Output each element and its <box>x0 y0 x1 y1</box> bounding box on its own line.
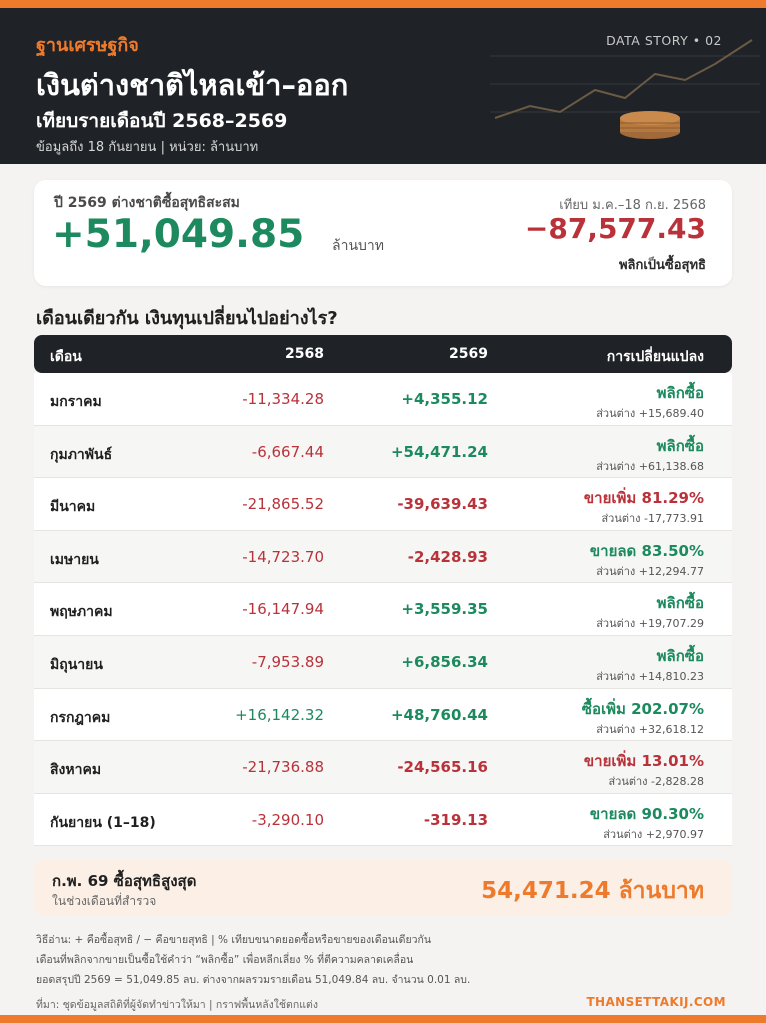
monthly-table: เดือน 2568 2569 การเปลี่ยนแปลง มกราคม -11… <box>34 335 732 847</box>
table-row: กุมภาพันธ์ -6,667.44 +54,471.24 พลิกซื้อส่ว… <box>34 425 732 479</box>
header-change: การเปลี่ยนแปลง <box>606 349 704 365</box>
compare-value: −87,577.43 <box>524 212 706 245</box>
table-row: กรกฎาคม +16,142.32 +48,760.44 ซื้อเพิ่ม 202… <box>34 688 732 742</box>
row-month: มิถุนายน <box>50 656 103 673</box>
row-month: เมษายน <box>50 551 99 568</box>
row-value-2569: -2,428.93 <box>407 547 488 566</box>
reading-notes: วิธีอ่าน: + คือซื้อสุทธิ / − คือขายสุทธิ… <box>36 930 470 990</box>
row-value-2568: -21,736.88 <box>242 758 324 777</box>
row-value-2568: -21,865.52 <box>242 495 324 514</box>
row-value-2569: +6,856.34 <box>401 652 488 671</box>
row-change: ขายลด 83.50% <box>589 541 704 560</box>
section-title: เดือนเดียวกัน เงินทุนเปลี่ยนไปอย่างไร? <box>36 308 338 329</box>
row-value-2569: +3,559.35 <box>401 600 488 619</box>
row-value-2569: -319.13 <box>423 810 488 829</box>
row-change: พลิกซื้อ <box>656 594 704 613</box>
bottom-accent-bar <box>0 1015 766 1023</box>
source-note: ที่มา: ชุดข้อมูลสถิติที่ผู้จัดทำข่าวให้ม… <box>36 999 318 1011</box>
compare-note: พลิกเป็นซื้อสุทธิ <box>618 258 706 273</box>
row-month: มีนาคม <box>50 499 96 516</box>
row-difference: ส่วนต่าง +14,810.23 <box>596 669 704 683</box>
row-difference: ส่วนต่าง +12,294.77 <box>596 564 704 578</box>
compare-label: เทียบ ม.ค.–18 ก.ย. 2568 <box>559 198 706 213</box>
decorative-chart-coins-icon <box>490 39 760 139</box>
page-subtitle: เทียบรายเดือนปี 2568–2569 <box>36 110 288 132</box>
row-difference: ส่วนต่าง +19,707.29 <box>596 617 704 631</box>
row-month: กรกฎาคม <box>50 709 111 726</box>
row-difference: ส่วนต่าง +15,689.40 <box>596 407 704 420</box>
row-change: ซื้อเพิ่ม 202.07% <box>581 699 704 718</box>
table-row: มกราคม -11,334.28 +4,355.12 พลิกซื้อส่วนต่า… <box>34 373 732 426</box>
highlight-title: ก.พ. 69 ซื้อสุทธิสูงสุด <box>52 872 197 890</box>
table-row: มีนาคม -21,865.52 -39,639.43 ขายเพิ่ม 81.29… <box>34 478 732 531</box>
table-row: สิงหาคม -21,736.88 -24,565.16 ขายเพิ่ม 13.0… <box>34 741 732 794</box>
row-value-2568: -16,147.94 <box>242 600 324 619</box>
table-body: มกราคม -11,334.28 +4,355.12 พลิกซื้อ ส่วนต่า… <box>34 373 732 847</box>
site-link[interactable]: THANSETTAKIJ.COM <box>586 995 726 1009</box>
highlight-card: ก.พ. 69 ซื้อสุทธิสูงสุด ในช่วงเดือนที่สำ… <box>34 860 732 916</box>
highlight-subtitle: ในช่วงเดือนที่สำรวจ <box>52 894 157 908</box>
row-change: ขายเพิ่ม 81.29% <box>583 489 704 508</box>
row-difference: ส่วนต่าง -17,773.91 <box>601 512 704 526</box>
row-month: พฤษภาคม <box>50 604 113 621</box>
row-value-2569: -39,639.43 <box>397 495 488 514</box>
row-value-2568: -7,953.89 <box>251 652 324 671</box>
row-month: กุมภาพันธ์ <box>50 446 113 463</box>
row-month: กันยายน (1–18) <box>50 814 156 831</box>
table-header: เดือน 2568 2569 การเปลี่ยนแปลง <box>34 335 732 373</box>
row-value-2568: -11,334.28 <box>242 390 324 408</box>
table-row: เมษายน -14,723.70 -2,428.93 ขายลด 83.50% ส่ว… <box>34 530 732 584</box>
row-month: มกราคม <box>50 394 102 410</box>
row-value-2569: +4,355.12 <box>401 390 488 408</box>
note-line: เดือนที่พลิกจากขายเป็นซื้อใช้คำว่า “พลิก… <box>36 954 414 966</box>
header-month: เดือน <box>50 349 82 365</box>
table-row: กันยายน (1–18) -3,290.10 -319.13 ขายลด 90.3… <box>34 793 732 847</box>
row-change: พลิกซื้อ <box>656 384 704 402</box>
summary-unit: ล้านบาท <box>332 238 384 254</box>
brand-logo-text[interactable]: ฐานเศรษฐกิจ <box>36 35 139 56</box>
summary-value: +51,049.85 <box>52 212 305 257</box>
row-month: สิงหาคม <box>50 762 102 779</box>
row-change: พลิกซื้อ <box>656 436 704 455</box>
row-value-2568: -3,290.10 <box>251 810 324 829</box>
top-accent-bar <box>0 0 766 8</box>
row-value-2569: -24,565.16 <box>397 758 488 777</box>
row-change: ขายเพิ่ม 13.01% <box>583 752 704 771</box>
note-line: ยอดสรุปปี 2569 = 51,049.85 ลบ. ต่างจากผล… <box>36 974 471 986</box>
header-2569: 2569 <box>449 346 488 362</box>
summary-card: ปี 2569 ต่างชาติซื้อสุทธิสะสม +51,049.85… <box>34 180 732 286</box>
data-as-of: ข้อมูลถึง 18 กันยายน | หน่วย: ล้านบาท <box>36 140 259 155</box>
row-value-2568: -14,723.70 <box>242 547 324 566</box>
summary-label: ปี 2569 ต่างชาติซื้อสุทธิสะสม <box>54 195 240 211</box>
header-2568: 2568 <box>285 346 324 362</box>
row-difference: ส่วนต่าง -2,828.28 <box>608 775 704 789</box>
header: ฐานเศรษฐกิจ DATA STORY • 02 เงินต่างชาติ… <box>0 8 766 164</box>
table-row: พฤษภาคม -16,147.94 +3,559.35 พลิกซื้อส่วนต่… <box>34 583 732 636</box>
row-difference: ส่วนต่าง +2,970.97 <box>603 827 704 841</box>
highlight-value: 54,471.24 ล้านบาท <box>481 878 704 904</box>
table-row: มิถุนายน -7,953.89 +6,856.34 พลิกซื้อส่วนต่… <box>34 635 732 689</box>
row-change: ขายลด 90.30% <box>589 804 704 823</box>
note-line: วิธีอ่าน: + คือซื้อสุทธิ / − คือขายสุทธิ… <box>36 934 432 946</box>
row-difference: ส่วนต่าง +32,618.12 <box>596 722 704 736</box>
row-value-2569: +48,760.44 <box>390 705 488 724</box>
row-difference: ส่วนต่าง +61,138.68 <box>596 459 704 473</box>
row-value-2569: +54,471.24 <box>390 442 488 461</box>
row-value-2568: -6,667.44 <box>251 442 324 461</box>
row-value-2568: +16,142.32 <box>235 705 324 724</box>
page-title: เงินต่างชาติไหลเข้า–ออก <box>36 68 349 102</box>
story-tag: DATA STORY • 02 <box>606 33 722 48</box>
row-change: พลิกซื้อ <box>656 646 704 665</box>
